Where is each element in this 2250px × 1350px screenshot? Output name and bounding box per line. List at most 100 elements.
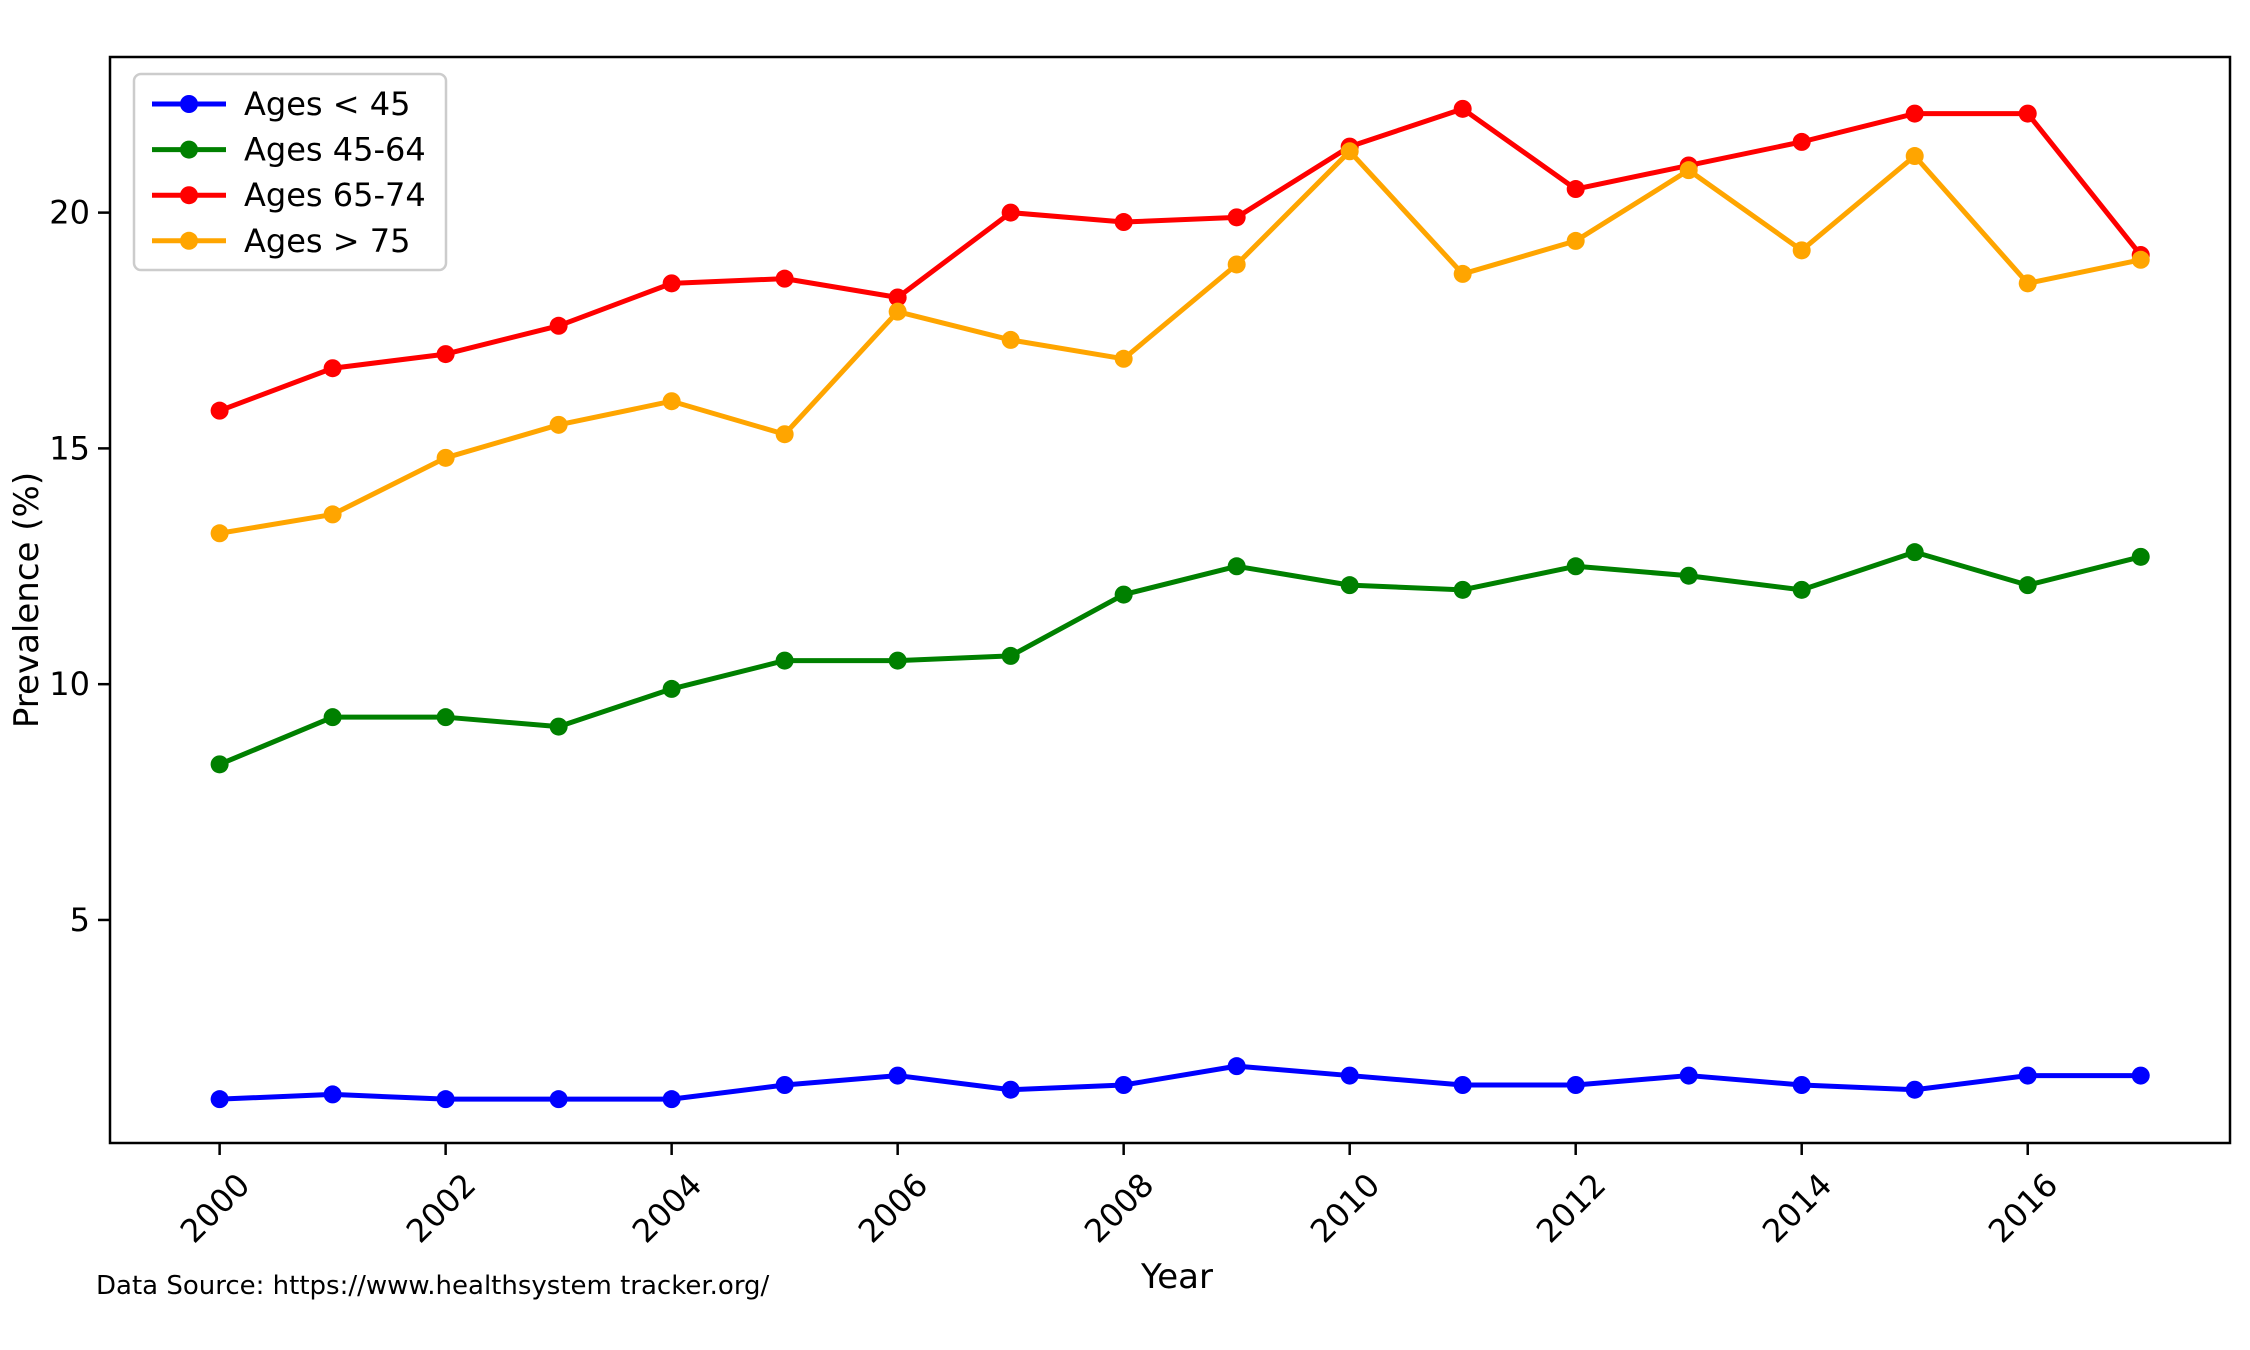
data-point-ages-45 [1001, 1080, 1020, 1099]
x-tick-label: 2014 [1755, 1166, 1839, 1250]
data-point-ages-45 [888, 1066, 907, 1085]
data-point-ages-45-64 [1792, 580, 1811, 599]
data-point-ages-45-64 [1566, 557, 1585, 576]
data-point-ages-45 [1679, 1066, 1698, 1085]
data-point-ages-75 [888, 302, 907, 321]
data-point-ages-45-64 [1453, 580, 1472, 599]
series-line-ages-45 [217, 1063, 2144, 1102]
data-point-ages-45 [1566, 1075, 1585, 1094]
data-point-ages-45-64 [888, 651, 907, 670]
y-tick-label: 10 [49, 665, 90, 703]
data-point-ages-75 [662, 392, 681, 411]
data-point-ages-45 [436, 1090, 455, 1109]
data-point-ages-45-64 [2131, 547, 2150, 566]
data-point-ages-75 [323, 505, 342, 524]
data-point-ages-75 [436, 448, 455, 467]
data-point-ages-65-74 [1566, 180, 1585, 199]
data-point-ages-75 [1453, 264, 1472, 283]
data-point-ages-75 [1679, 161, 1698, 180]
data-point-ages-45-64 [436, 708, 455, 727]
data-point-ages-75 [1566, 231, 1585, 250]
legend-marker-ages-45 [180, 95, 198, 113]
data-point-ages-45 [1792, 1075, 1811, 1094]
legend-box [132, 72, 448, 272]
x-tick-label: 2016 [1981, 1166, 2065, 1250]
data-point-ages-65-74 [1905, 104, 1924, 123]
data-point-ages-65-74 [775, 269, 794, 288]
legend-marker-ages-65-74 [180, 186, 198, 205]
y-tick-label: 20 [49, 194, 90, 232]
x-axis-title: Year [1140, 1257, 1213, 1297]
data-point-ages-65-74 [2018, 104, 2037, 123]
data-point-ages-65-74 [549, 316, 568, 335]
legend-marker-ages-45-64 [180, 140, 198, 159]
data-source-note: Data Source: https://www.healthsystem tr… [96, 1271, 770, 1301]
data-point-ages-45 [1340, 1066, 1359, 1085]
data-point-ages-45 [2131, 1066, 2150, 1085]
data-point-ages-45 [323, 1085, 342, 1104]
data-point-ages-45 [1114, 1075, 1133, 1094]
data-point-ages-45 [549, 1090, 568, 1109]
series-line-ages-45-64 [217, 549, 2144, 767]
data-point-ages-45 [662, 1090, 681, 1109]
data-point-ages-45 [1905, 1080, 1924, 1099]
x-tick-label: 2004 [625, 1166, 709, 1250]
data-point-ages-65-74 [323, 359, 342, 378]
data-point-ages-45-64 [210, 755, 229, 774]
x-tick-label: 2010 [1303, 1166, 1387, 1250]
data-point-ages-65-74 [1114, 213, 1133, 232]
y-tick-label: 15 [49, 429, 90, 467]
y-axis-title: Prevalence (%) [7, 472, 47, 728]
series-line-ages-75 [217, 148, 2144, 536]
data-point-ages-65-74 [888, 288, 907, 307]
data-point-ages-45-64 [1340, 576, 1359, 595]
data-point-ages-45-64 [1905, 543, 1924, 562]
data-point-ages-45-64 [1679, 566, 1698, 585]
data-point-ages-45-64 [775, 651, 794, 670]
data-point-ages-45 [1453, 1075, 1472, 1094]
legend-marker-ages-75 [180, 231, 198, 250]
data-point-ages-45 [775, 1075, 794, 1094]
data-point-ages-65-74 [662, 274, 681, 293]
legend-label-ages-45-64: Ages 45-64 [244, 131, 426, 169]
data-point-ages-75 [1001, 330, 1020, 349]
legend-label-ages-75: Ages > 75 [244, 222, 410, 260]
data-point-ages-45-64 [1001, 646, 1020, 665]
legend-label-ages-65-74: Ages 65-74 [244, 176, 426, 214]
data-point-ages-75 [2018, 274, 2037, 293]
series-line-ages-65-74 [217, 106, 2144, 414]
data-point-ages-75 [1792, 241, 1811, 260]
x-tick-label: 2012 [1529, 1166, 1613, 1250]
data-point-ages-75 [2131, 250, 2150, 269]
data-point-ages-65-74 [210, 401, 229, 420]
data-point-ages-65-74 [1001, 203, 1020, 222]
y-tick-label: 5 [70, 901, 90, 939]
data-point-ages-45-64 [2018, 576, 2037, 595]
data-point-ages-65-74 [436, 345, 455, 364]
legend: Ages < 45 Ages 45-64 Ages 65-74 Ages > 75 [132, 72, 448, 272]
data-point-ages-75 [1227, 255, 1246, 274]
data-point-ages-75 [1905, 147, 1924, 166]
data-point-ages-45 [210, 1090, 229, 1109]
plot-border [108, 55, 2232, 1145]
data-point-ages-45-64 [549, 717, 568, 736]
data-point-ages-45 [2018, 1066, 2037, 1085]
x-tick-label: 2006 [851, 1166, 935, 1250]
x-tick-label: 2000 [173, 1166, 257, 1250]
data-point-ages-45-64 [323, 708, 342, 727]
x-tick-label: 2002 [399, 1166, 483, 1250]
data-point-ages-75 [549, 415, 568, 434]
x-tick-label: 2008 [1077, 1166, 1161, 1250]
data-point-ages-45 [1227, 1057, 1246, 1076]
data-point-ages-75 [775, 425, 794, 444]
data-point-ages-65-74 [1792, 132, 1811, 151]
data-point-ages-45-64 [1227, 557, 1246, 576]
data-point-ages-75 [210, 524, 229, 543]
data-point-ages-75 [1114, 349, 1133, 368]
data-point-ages-65-74 [1453, 99, 1472, 118]
legend-label-ages-45: Ages < 45 [244, 85, 410, 123]
data-point-ages-45-64 [1114, 585, 1133, 604]
data-point-ages-65-74 [1227, 208, 1246, 227]
